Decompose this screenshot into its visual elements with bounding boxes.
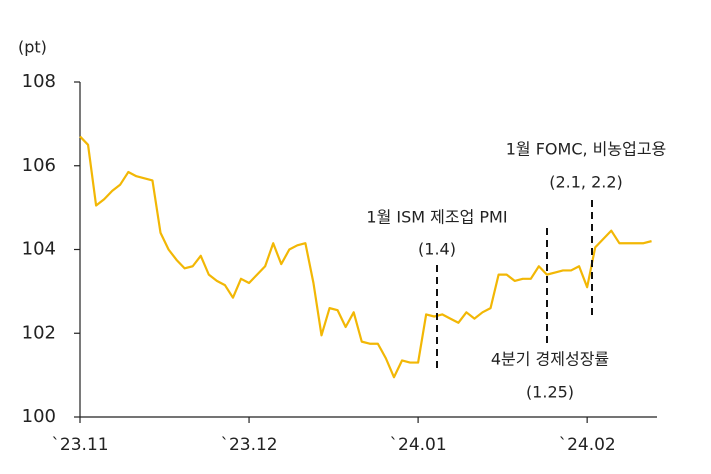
annotation-value: (1.4) xyxy=(418,240,456,259)
y-tick-label: 104 xyxy=(22,239,56,260)
annotation-value: (1.25) xyxy=(526,383,574,402)
annotation-title: 4분기 경제성장률 xyxy=(491,350,609,369)
y-axis-label: (pt) xyxy=(18,38,47,57)
annotation-title: 1월 ISM 제조업 PMI xyxy=(366,208,507,227)
x-tick-label: `24.02 xyxy=(559,435,616,455)
x-tick-label: `24.01 xyxy=(390,435,447,455)
y-tick-label: 100 xyxy=(22,406,56,427)
y-tick-label: 102 xyxy=(22,322,56,343)
y-tick-label: 108 xyxy=(22,71,56,92)
y-tick-label: 106 xyxy=(22,155,56,176)
x-tick-label: `23.12 xyxy=(220,435,277,455)
x-tick-label: `23.11 xyxy=(51,435,108,455)
annotation-value: (2.1, 2.2) xyxy=(549,173,623,192)
annotation-title: 1월 FOMC, 비농업고용 xyxy=(506,140,667,159)
line-series xyxy=(79,135,652,379)
